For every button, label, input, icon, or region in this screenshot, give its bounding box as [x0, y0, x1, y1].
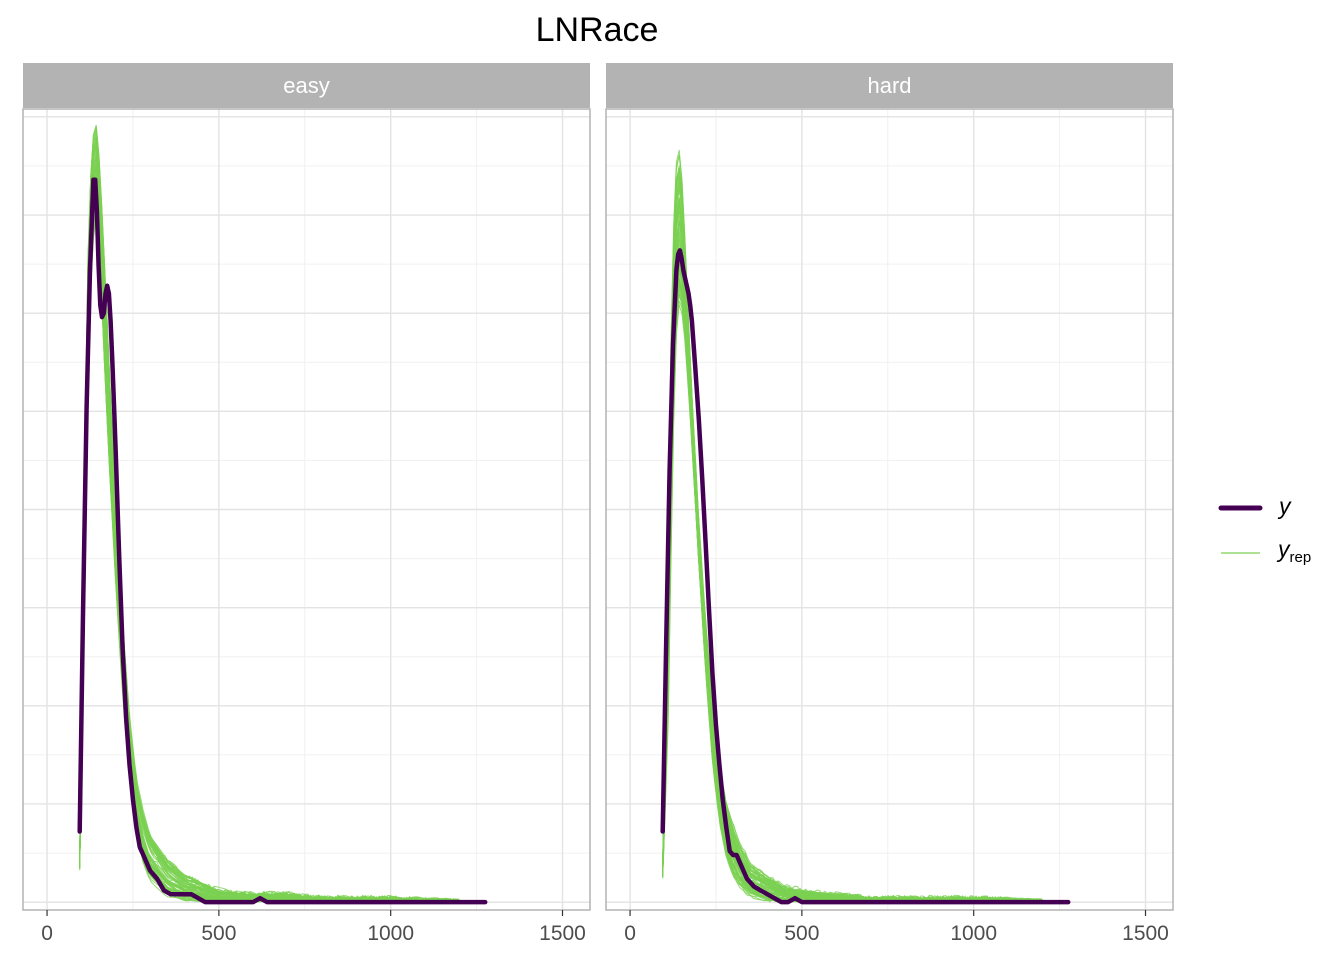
yrep-line	[79, 142, 460, 903]
x-axis: 0 500 1000 1500	[41, 910, 586, 945]
y-line	[660, 248, 1071, 905]
x-tick-label: 1500	[539, 922, 586, 945]
legend-label-yrep-main: y	[1276, 536, 1291, 562]
chart-title: LNRace	[536, 11, 659, 49]
x-axis: 0 500 1000 1500	[624, 910, 1169, 945]
x-tick-label: 0	[624, 922, 636, 945]
panel-easy: easy 0 500 1000 1500	[22, 63, 591, 945]
legend-label-yrep: yrep	[1276, 536, 1311, 566]
x-tick-label: 500	[201, 922, 236, 945]
y-line	[77, 177, 488, 905]
grid-lines	[23, 109, 590, 910]
x-tick-label: 1500	[1122, 922, 1169, 945]
facet-strip-label: easy	[283, 73, 329, 98]
legend-label-yrep-sub: rep	[1290, 549, 1312, 566]
legend-label-y: y	[1277, 493, 1292, 519]
panel-border	[22, 108, 591, 911]
facet-strip	[606, 63, 1173, 108]
panel-border	[605, 108, 1174, 911]
panel-hard: hard 0 500 1000 1500	[605, 63, 1174, 945]
x-tick-label: 1000	[367, 922, 414, 945]
x-tick-label: 500	[784, 922, 819, 945]
x-tick-label: 0	[41, 922, 53, 945]
x-tick-label: 1000	[950, 922, 997, 945]
legend: y yrep	[1218, 493, 1311, 566]
facet-strip-label: hard	[867, 73, 911, 98]
facet-strip	[23, 63, 590, 108]
